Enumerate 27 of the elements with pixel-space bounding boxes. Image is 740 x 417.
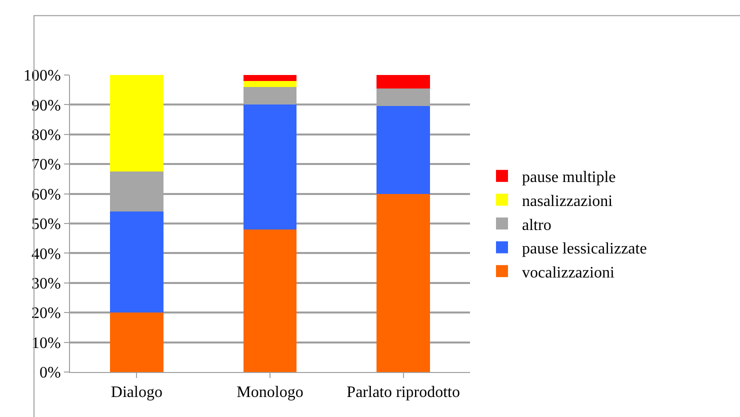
y-tick-label: 40% [31,246,61,263]
bar [243,229,297,372]
bar [110,312,164,372]
y-tick-label: 10% [31,334,61,352]
x-tick-label: Dialogo [110,384,162,402]
y-tick-label: 30% [31,276,61,292]
bar [243,75,297,81]
y-tick-label: 70% [31,156,61,174]
y-tick-label: 90% [31,97,61,114]
legend-label: altro [522,216,552,234]
legend-label: nasalizzazioni [522,192,614,210]
y-tick-label: 20% [31,305,61,322]
y-tick-label: 0% [39,364,61,382]
legend-label: pause multiple [522,169,616,186]
bar [376,194,430,372]
bar [243,80,297,87]
x-tick-label: Monologo [236,384,304,402]
y-tick-label: 100% [23,68,61,85]
legend-label: pause lessicalizzate [522,240,647,258]
bar [376,106,430,194]
bar [243,104,297,230]
bar [110,212,164,313]
y-tick-label: 50% [31,216,61,234]
legend-label: vocalizzazioni [522,264,615,282]
bar [376,75,430,88]
bar [110,75,164,172]
x-tick-label: Parlato riprodotto [346,384,460,402]
